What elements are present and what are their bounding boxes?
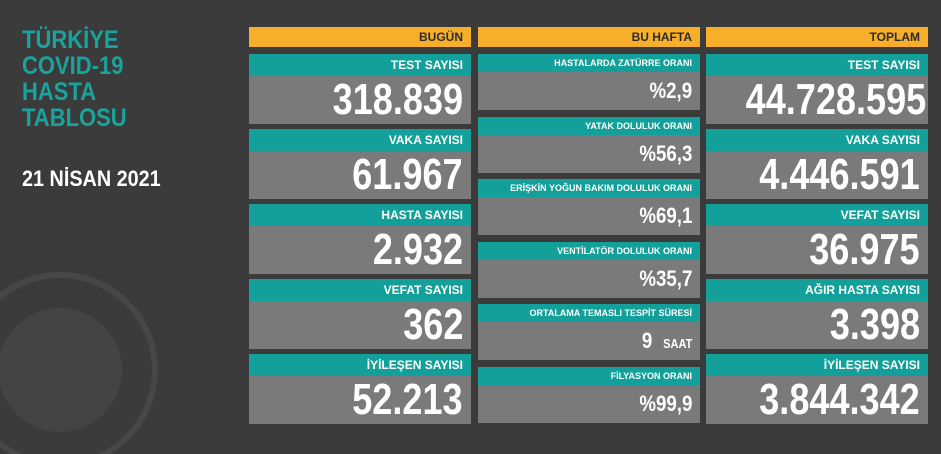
card-value: 44.728.595 xyxy=(706,76,928,124)
card-label: FİLYASYON ORANI xyxy=(478,367,700,385)
card-label: VAKA SAYISI xyxy=(249,129,471,151)
card-value: %56,3 xyxy=(478,134,700,173)
card-value: 3.398 xyxy=(706,301,928,349)
emblem xyxy=(0,272,158,454)
value-text: 61.967 xyxy=(352,150,463,199)
column-header: TOPLAM xyxy=(706,27,928,47)
value-text: 52.213 xyxy=(352,375,463,424)
card-label: TEST SAYISI xyxy=(249,54,471,76)
card-value: 318.839 xyxy=(249,76,471,124)
value-text: %56,3 xyxy=(638,140,692,166)
value-text: %35,7 xyxy=(638,265,692,291)
card-value: 52.213 xyxy=(249,376,471,424)
card-label: TEST SAYISI xyxy=(706,54,928,76)
card-value: 9 SAAT xyxy=(478,322,700,361)
card-label: VAKA SAYISI xyxy=(706,129,928,151)
card-label: AĞIR HASTA SAYISI xyxy=(706,279,928,301)
card-value: %99,9 xyxy=(478,385,700,423)
card-label: VEFAT SAYISI xyxy=(706,204,928,226)
card-value: 61.967 xyxy=(249,151,471,199)
card-value: 36.975 xyxy=(706,226,928,274)
title-line: HASTA xyxy=(22,78,97,106)
card-label: ERİŞKİN YOĞUN BAKIM DOLULUK ORANI xyxy=(478,179,700,198)
card-value: 362 xyxy=(249,301,471,349)
value-text: 44.728.595 xyxy=(745,75,927,124)
value-text: 362 xyxy=(402,300,463,349)
value-text: 2.932 xyxy=(372,225,463,274)
value-text: 9 xyxy=(642,328,653,354)
title-line: TABLOSU xyxy=(22,104,127,132)
value-text: 318.839 xyxy=(332,75,463,124)
card-label: VENTİLATÖR DOLULUK ORANI xyxy=(478,241,700,260)
card-label: VEFAT SAYISI xyxy=(249,279,471,301)
title-line: TÜRKİYE xyxy=(22,26,119,54)
card-value: 3.844.342 xyxy=(706,376,928,424)
card-value: %69,1 xyxy=(478,197,700,236)
card-label: HASTA SAYISI xyxy=(249,204,471,226)
card-label: ORTALAMA TEMASLI TESPİT SÜRESİ xyxy=(478,304,700,323)
card-label: İYİLEŞEN SAYISI xyxy=(249,354,471,376)
column-header: BUGÜN xyxy=(249,27,471,47)
value-text: %99,9 xyxy=(638,391,692,416)
value-text: 4.446.591 xyxy=(759,150,920,199)
value-text: 36.975 xyxy=(809,225,920,274)
value-text: %2,9 xyxy=(649,78,692,103)
value-unit: SAAT xyxy=(662,336,692,352)
value-text: 3.844.342 xyxy=(759,375,920,424)
card-label: YATAK DOLULUK ORANI xyxy=(478,116,700,135)
value-text: %69,1 xyxy=(638,203,692,229)
card-value: 2.932 xyxy=(249,226,471,274)
card-label: İYİLEŞEN SAYISI xyxy=(706,354,928,376)
column-header: BU HAFTA xyxy=(478,27,700,47)
title-line: COVID-19 xyxy=(22,52,124,80)
date: 21 NİSAN 2021 xyxy=(22,166,161,191)
card-value: %35,7 xyxy=(478,259,700,298)
card-value: %2,9 xyxy=(478,72,700,110)
card-label: HASTALARDA ZATÜRRE ORANI xyxy=(478,54,700,72)
card-value: 4.446.591 xyxy=(706,151,928,199)
value-text: 3.398 xyxy=(829,300,920,349)
